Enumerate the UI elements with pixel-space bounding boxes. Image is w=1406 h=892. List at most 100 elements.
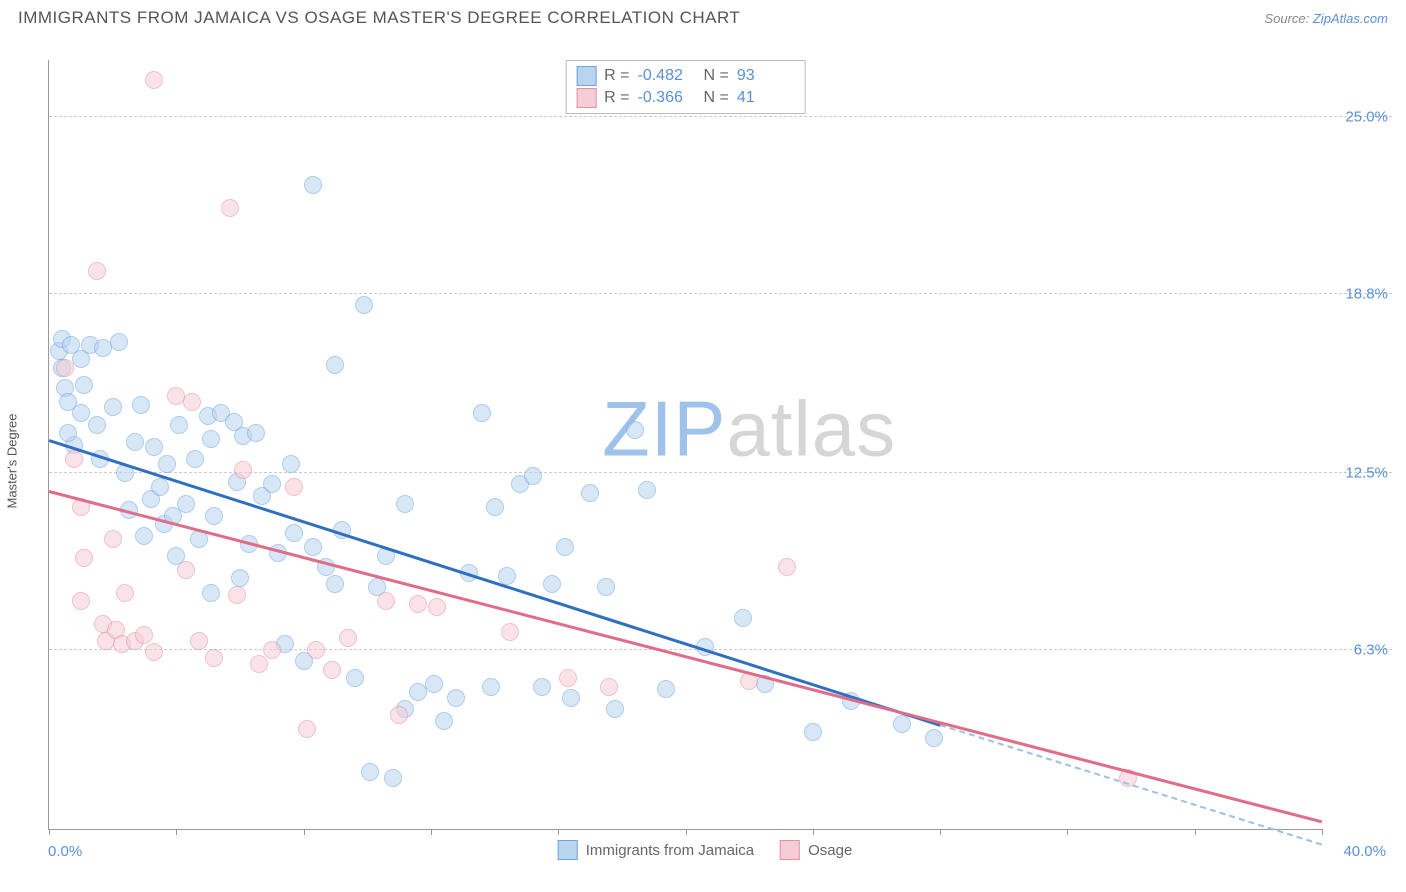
swatch-jamaica bbox=[558, 840, 578, 860]
data-point bbox=[447, 689, 465, 707]
y-axis-label: Master's Degree bbox=[5, 414, 20, 509]
data-point bbox=[104, 530, 122, 548]
series-legend: Immigrants from Jamaica Osage bbox=[558, 840, 853, 860]
data-point bbox=[435, 712, 453, 730]
swatch-osage bbox=[576, 88, 596, 108]
r-label: R = bbox=[604, 89, 629, 107]
x-tick bbox=[813, 829, 814, 835]
data-point bbox=[355, 296, 373, 314]
swatch-osage bbox=[780, 840, 800, 860]
r-label: R = bbox=[604, 67, 629, 85]
data-point bbox=[135, 626, 153, 644]
data-point bbox=[501, 623, 519, 641]
data-point bbox=[428, 598, 446, 616]
data-point bbox=[409, 595, 427, 613]
data-point bbox=[88, 416, 106, 434]
gridline bbox=[49, 293, 1392, 294]
data-point bbox=[425, 675, 443, 693]
chart-header: IMMIGRANTS FROM JAMAICA VS OSAGE MASTER'… bbox=[0, 0, 1406, 32]
x-tick bbox=[1322, 829, 1323, 835]
n-label: N = bbox=[704, 67, 729, 85]
data-point bbox=[72, 404, 90, 422]
data-point bbox=[135, 527, 153, 545]
data-point bbox=[151, 478, 169, 496]
data-point bbox=[498, 567, 516, 585]
plot-area: ZIPatlas R = -0.482 N = 93 R = -0.366 N … bbox=[48, 60, 1322, 830]
data-point bbox=[145, 438, 163, 456]
data-point bbox=[190, 632, 208, 650]
data-point bbox=[231, 569, 249, 587]
data-point bbox=[581, 484, 599, 502]
x-tick bbox=[431, 829, 432, 835]
legend-label-jamaica: Immigrants from Jamaica bbox=[586, 842, 754, 859]
legend-row-osage: R = -0.366 N = 41 bbox=[576, 87, 795, 109]
r-value-osage: -0.366 bbox=[638, 89, 696, 107]
data-point bbox=[657, 680, 675, 698]
data-point bbox=[183, 393, 201, 411]
data-point bbox=[600, 678, 618, 696]
chart-title: IMMIGRANTS FROM JAMAICA VS OSAGE MASTER'… bbox=[18, 8, 740, 28]
data-point bbox=[626, 421, 644, 439]
data-point bbox=[59, 424, 77, 442]
r-value-jamaica: -0.482 bbox=[638, 67, 696, 85]
x-tick bbox=[49, 829, 50, 835]
data-point bbox=[221, 199, 239, 217]
data-point bbox=[473, 404, 491, 422]
data-point bbox=[263, 641, 281, 659]
data-point bbox=[126, 433, 144, 451]
data-point bbox=[384, 769, 402, 787]
data-point bbox=[75, 549, 93, 567]
data-point bbox=[778, 558, 796, 576]
y-tick-label: 6.3% bbox=[1354, 641, 1388, 658]
data-point bbox=[202, 430, 220, 448]
data-point bbox=[186, 450, 204, 468]
data-point bbox=[158, 455, 176, 473]
data-point bbox=[390, 706, 408, 724]
data-point bbox=[250, 655, 268, 673]
data-point bbox=[346, 669, 364, 687]
x-tick bbox=[1195, 829, 1196, 835]
data-point bbox=[282, 455, 300, 473]
y-tick-label: 12.5% bbox=[1345, 464, 1388, 481]
data-point bbox=[72, 592, 90, 610]
x-tick bbox=[558, 829, 559, 835]
data-point bbox=[110, 333, 128, 351]
y-tick-label: 25.0% bbox=[1345, 108, 1388, 125]
data-point bbox=[88, 262, 106, 280]
data-point bbox=[205, 507, 223, 525]
trend-line bbox=[940, 725, 1322, 847]
watermark: ZIPatlas bbox=[602, 384, 896, 475]
watermark-part1: ZIP bbox=[602, 385, 726, 473]
x-tick bbox=[176, 829, 177, 835]
data-point bbox=[75, 376, 93, 394]
data-point bbox=[339, 629, 357, 647]
data-point bbox=[377, 592, 395, 610]
data-point bbox=[533, 678, 551, 696]
data-point bbox=[132, 396, 150, 414]
trend-line bbox=[49, 490, 1323, 823]
data-point bbox=[606, 700, 624, 718]
x-tick bbox=[686, 829, 687, 835]
data-point bbox=[202, 584, 220, 602]
data-point bbox=[638, 481, 656, 499]
n-value-osage: 41 bbox=[737, 89, 795, 107]
data-point bbox=[228, 586, 246, 604]
data-point bbox=[597, 578, 615, 596]
data-point bbox=[177, 561, 195, 579]
data-point bbox=[543, 575, 561, 593]
correlation-legend: R = -0.482 N = 93 R = -0.366 N = 41 bbox=[565, 60, 806, 114]
data-point bbox=[234, 461, 252, 479]
n-value-jamaica: 93 bbox=[737, 67, 795, 85]
x-tick bbox=[940, 829, 941, 835]
data-point bbox=[734, 609, 752, 627]
data-point bbox=[205, 649, 223, 667]
chart: Master's Degree ZIPatlas R = -0.482 N = … bbox=[18, 44, 1392, 878]
data-point bbox=[116, 584, 134, 602]
swatch-jamaica bbox=[576, 66, 596, 86]
source-link[interactable]: ZipAtlas.com bbox=[1313, 11, 1388, 26]
gridline bbox=[49, 116, 1392, 117]
legend-row-jamaica: R = -0.482 N = 93 bbox=[576, 65, 795, 87]
data-point bbox=[307, 641, 325, 659]
data-point bbox=[326, 575, 344, 593]
data-point bbox=[177, 495, 195, 513]
